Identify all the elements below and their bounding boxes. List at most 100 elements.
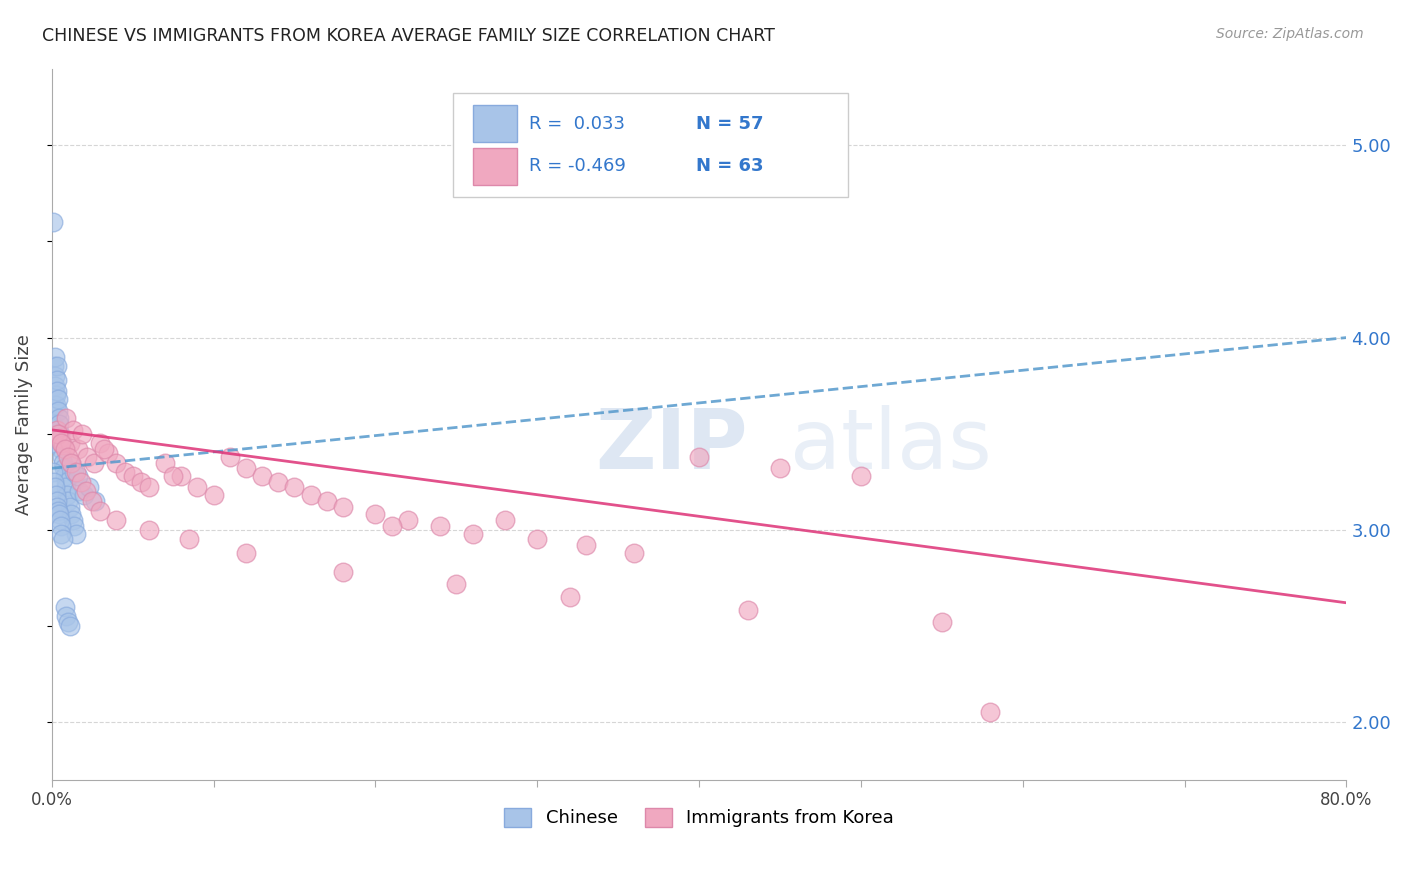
- Point: [72, 426, 94, 441]
- Point: [48, 508, 70, 522]
- Point: [53, 599, 76, 614]
- Point: [979, 706, 1001, 720]
- Text: ZIP: ZIP: [596, 405, 748, 486]
- Point: [235, 461, 257, 475]
- Point: [55, 475, 77, 489]
- Point: [218, 450, 240, 464]
- Point: [46, 384, 69, 399]
- Point: [105, 456, 128, 470]
- Point: [364, 508, 387, 522]
- Point: [688, 450, 710, 464]
- Point: [48, 411, 70, 425]
- Point: [65, 526, 87, 541]
- Point: [46, 503, 69, 517]
- Point: [494, 513, 516, 527]
- Point: [42, 417, 65, 431]
- Point: [461, 526, 484, 541]
- Point: [48, 417, 70, 431]
- Point: [60, 456, 83, 470]
- Point: [58, 619, 80, 633]
- Text: CHINESE VS IMMIGRANTS FROM KOREA AVERAGE FAMILY SIZE CORRELATION CHART: CHINESE VS IMMIGRANTS FROM KOREA AVERAGE…: [42, 27, 775, 45]
- Point: [202, 488, 225, 502]
- Point: [82, 494, 104, 508]
- Point: [138, 481, 160, 495]
- Point: [52, 438, 75, 452]
- Point: [121, 469, 143, 483]
- FancyBboxPatch shape: [453, 94, 848, 196]
- Point: [44, 369, 66, 384]
- Point: [55, 411, 77, 425]
- Point: [49, 519, 72, 533]
- Point: [89, 503, 111, 517]
- Point: [44, 378, 66, 392]
- Point: [105, 513, 128, 527]
- Text: atlas: atlas: [790, 405, 991, 486]
- Point: [526, 533, 548, 547]
- Point: [58, 436, 80, 450]
- Point: [737, 603, 759, 617]
- Point: [52, 533, 75, 547]
- Point: [60, 456, 83, 470]
- Y-axis label: Average Family Size: Average Family Size: [15, 334, 32, 515]
- Point: [250, 469, 273, 483]
- Point: [63, 465, 86, 479]
- Point: [299, 488, 322, 502]
- Point: [315, 494, 337, 508]
- Point: [62, 423, 84, 437]
- Point: [44, 481, 66, 495]
- Point: [77, 481, 100, 495]
- Point: [56, 615, 79, 629]
- Point: [84, 494, 107, 508]
- Point: [396, 513, 419, 527]
- Point: [97, 446, 120, 460]
- Point: [49, 513, 72, 527]
- Point: [56, 488, 79, 502]
- Point: [49, 430, 72, 444]
- Point: [60, 508, 83, 522]
- FancyBboxPatch shape: [472, 105, 516, 143]
- Point: [429, 519, 451, 533]
- Point: [55, 609, 77, 624]
- Point: [45, 388, 67, 402]
- Point: [62, 513, 84, 527]
- Point: [179, 533, 201, 547]
- Point: [138, 523, 160, 537]
- Point: [235, 546, 257, 560]
- Point: [66, 442, 89, 456]
- Point: [45, 373, 67, 387]
- Point: [931, 615, 953, 629]
- Point: [73, 488, 96, 502]
- Point: [51, 442, 73, 456]
- Point: [56, 450, 79, 464]
- Point: [51, 450, 73, 464]
- Text: R = -0.469: R = -0.469: [530, 157, 626, 175]
- Point: [49, 430, 72, 444]
- Point: [49, 436, 72, 450]
- Text: N = 63: N = 63: [696, 157, 763, 175]
- Point: [45, 398, 67, 412]
- Point: [42, 398, 65, 412]
- FancyBboxPatch shape: [472, 147, 516, 185]
- Point: [446, 576, 468, 591]
- Point: [75, 484, 97, 499]
- Point: [162, 469, 184, 483]
- Point: [46, 500, 69, 514]
- Point: [52, 461, 75, 475]
- Point: [67, 484, 90, 499]
- Text: N = 57: N = 57: [696, 115, 763, 133]
- Point: [283, 481, 305, 495]
- Point: [623, 546, 645, 560]
- Point: [46, 392, 69, 406]
- Point: [53, 469, 76, 483]
- Point: [44, 359, 66, 374]
- Point: [849, 469, 872, 483]
- Point: [267, 475, 290, 489]
- Point: [63, 519, 86, 533]
- Point: [45, 494, 67, 508]
- Point: [170, 469, 193, 483]
- Point: [186, 481, 208, 495]
- Point: [46, 403, 69, 417]
- Point: [58, 500, 80, 514]
- Point: [65, 465, 87, 479]
- Point: [332, 565, 354, 579]
